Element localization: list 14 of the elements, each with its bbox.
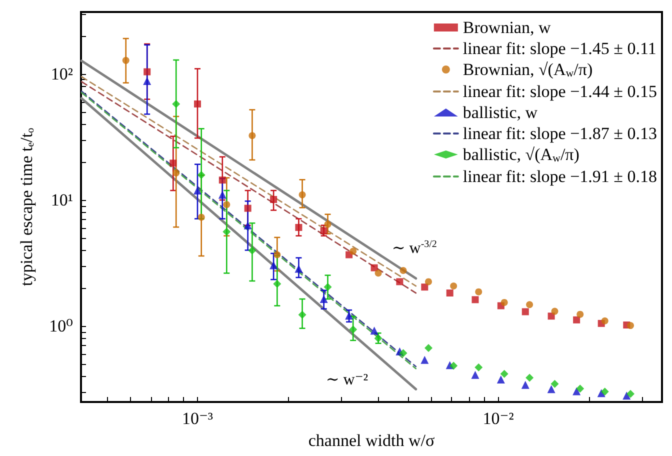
legend-label: linear fit: slope −1.91 ± 0.18 [462,167,658,186]
x-tick-label: 10⁻² [482,409,514,428]
x-tick-label: 10⁻³ [182,409,214,428]
legend-label: linear fit: slope −1.87 ± 0.13 [462,124,658,143]
legend-label: Brownian, w [462,18,552,37]
y-tick-label: 10¹ [50,190,73,210]
y-tick-label: 10⁰ [49,316,74,336]
y-axis-title: typical escape time tₑ/tₒ [17,128,36,286]
annotation: ∼ w⁻² [326,372,368,389]
x-axis-title: channel width w/σ [308,431,435,450]
legend-label: ballistic, w [462,103,538,122]
legend-label: linear fit: slope −1.45 ± 0.11 [462,39,656,58]
legend-label: linear fit: slope −1.44 ± 0.15 [462,82,658,101]
y-tick-label: 10² [50,64,73,84]
